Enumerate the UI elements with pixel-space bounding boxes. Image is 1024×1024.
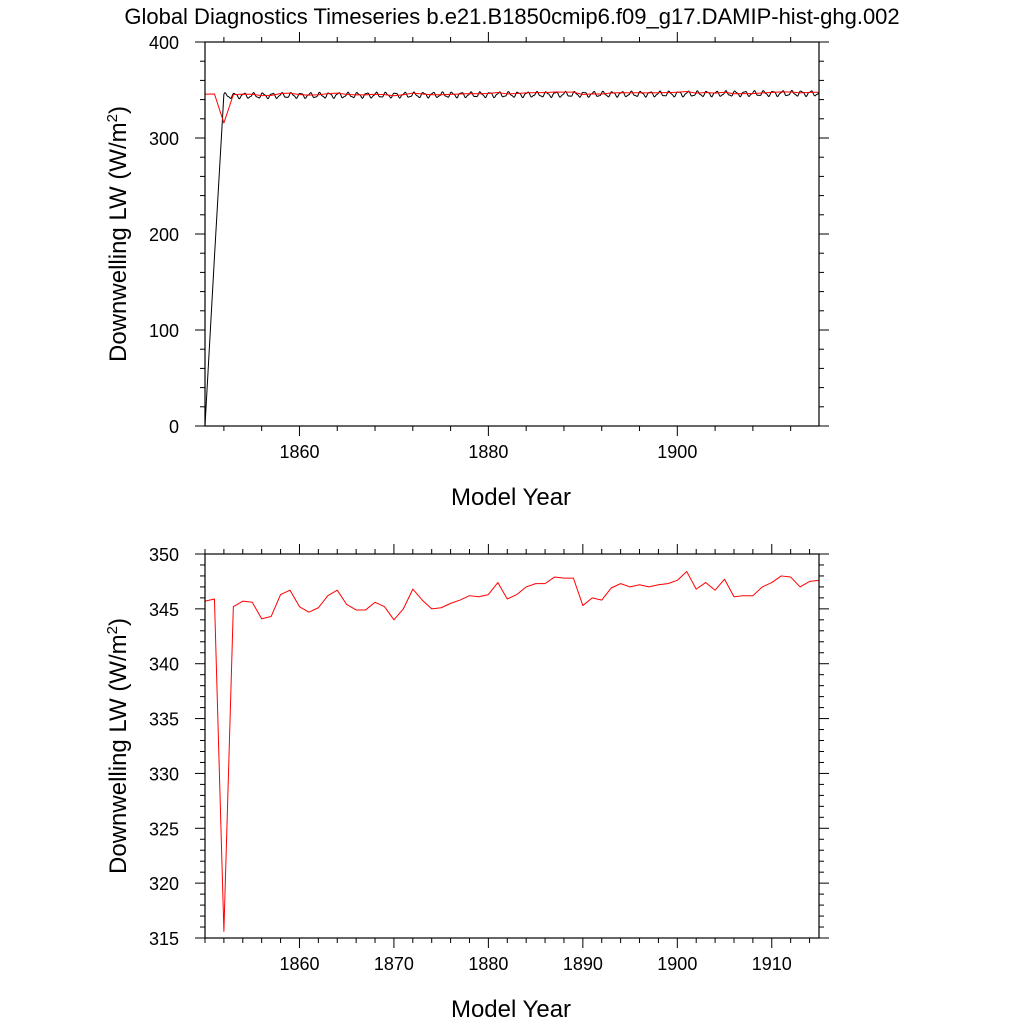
top-y-tick-label: 200 — [149, 225, 179, 245]
bottom-x-tick-label: 1870 — [374, 954, 414, 974]
top-y-tick-label: 100 — [149, 321, 179, 341]
top-series-line-1 — [205, 91, 819, 124]
top-y-tick-label: 0 — [169, 417, 179, 437]
bottom-series-line-0 — [205, 571, 819, 932]
top-y-tick-label: 400 — [149, 33, 179, 53]
top-y-axis-label: Downwelling LW (W/m2) — [104, 106, 132, 362]
bottom-y-tick-label: 325 — [149, 819, 179, 839]
bottom-y-axis-label: Downwelling LW (W/m2) — [104, 618, 132, 874]
top-y-axis-label-main: Downwelling LW (W/m — [105, 122, 132, 362]
bottom-y-tick-label: 340 — [149, 655, 179, 675]
bottom-panel: 1860 1870 1880 1890 1900 1910 315 320 325 330 335 3… — [104, 544, 829, 1023]
top-x-tick-label: 1900 — [657, 442, 697, 462]
top-y-axis-label-close: ) — [105, 106, 132, 114]
bottom-y-tick-label: 345 — [149, 600, 179, 620]
bottom-y-axis-label-close: ) — [105, 618, 132, 626]
top-y-tick-label: 300 — [149, 129, 179, 149]
bottom-y-tick-label: 320 — [149, 874, 179, 894]
bottom-x-tick-label: 1890 — [563, 954, 603, 974]
bottom-y-tick-label: 315 — [149, 929, 179, 949]
bottom-y-tick-label: 350 — [149, 545, 179, 565]
top-x-tick-label: 1860 — [279, 442, 319, 462]
bottom-x-tick-label: 1900 — [657, 954, 697, 974]
bottom-y-axis-label-main: Downwelling LW (W/m — [105, 634, 132, 874]
top-plot-frame — [204, 41, 820, 427]
top-y-axis-label-sup: 2 — [104, 114, 121, 122]
bottom-y-tick-label: 335 — [149, 710, 179, 730]
bottom-x-tick-label: 1910 — [752, 954, 792, 974]
bottom-y-axis-label-sup: 2 — [104, 626, 121, 634]
bottom-plot-frame — [204, 553, 820, 939]
top-series-line-0 — [205, 90, 819, 426]
bottom-x-axis-label: Model Year — [451, 996, 571, 1023]
top-series-group — [205, 90, 819, 426]
top-x-tick-label: 1880 — [468, 442, 508, 462]
bottom-series-group — [205, 571, 819, 932]
bottom-x-tick-label: 1860 — [279, 954, 319, 974]
bottom-y-tick-label: 330 — [149, 764, 179, 784]
top-x-axis-label: Model Year — [451, 484, 571, 511]
bottom-plot-area: 1860 1870 1880 1890 1900 1910 315 320 325 330 335 3… — [149, 544, 829, 974]
figure-title: Global Diagnostics Timeseries b.e21.B185… — [124, 4, 899, 29]
top-plot-area: 1860 1880 1900 0 100 200 300 400 — [149, 32, 829, 462]
bottom-x-tick-label: 1880 — [468, 954, 508, 974]
top-panel: 1860 1880 1900 0 100 200 300 400 Model Year Dow… — [104, 32, 829, 511]
